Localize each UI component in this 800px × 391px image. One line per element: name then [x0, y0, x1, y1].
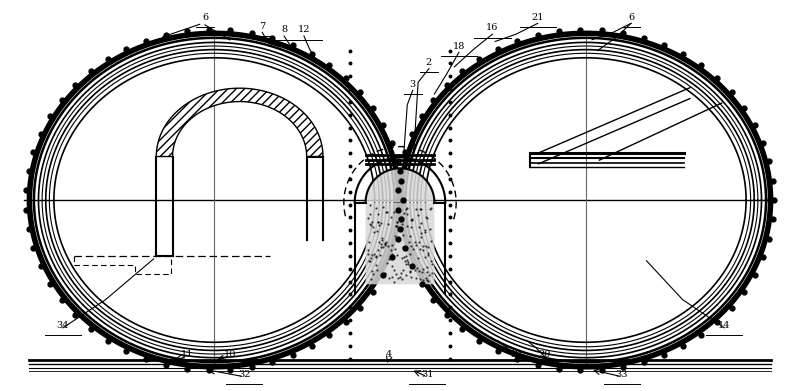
Polygon shape	[156, 88, 323, 156]
Text: 8: 8	[281, 25, 287, 34]
Text: 18: 18	[453, 41, 465, 50]
Text: 11: 11	[181, 350, 194, 359]
Text: 6: 6	[628, 13, 634, 22]
Text: 19: 19	[510, 350, 522, 359]
Text: 32: 32	[238, 369, 250, 378]
Text: 3: 3	[410, 80, 416, 89]
Polygon shape	[366, 168, 434, 284]
Text: 20: 20	[538, 350, 551, 359]
Text: 21: 21	[531, 13, 544, 22]
Text: 12: 12	[298, 25, 310, 34]
Text: 6: 6	[202, 13, 208, 22]
Text: 31: 31	[421, 369, 434, 378]
Text: 7: 7	[259, 22, 266, 30]
Text: 33: 33	[616, 369, 628, 378]
Text: 16: 16	[486, 23, 498, 32]
Text: 2: 2	[426, 58, 432, 67]
Text: 10: 10	[223, 350, 236, 359]
Text: 14: 14	[718, 321, 730, 330]
Text: 34: 34	[57, 321, 69, 330]
Text: 4: 4	[386, 350, 392, 359]
